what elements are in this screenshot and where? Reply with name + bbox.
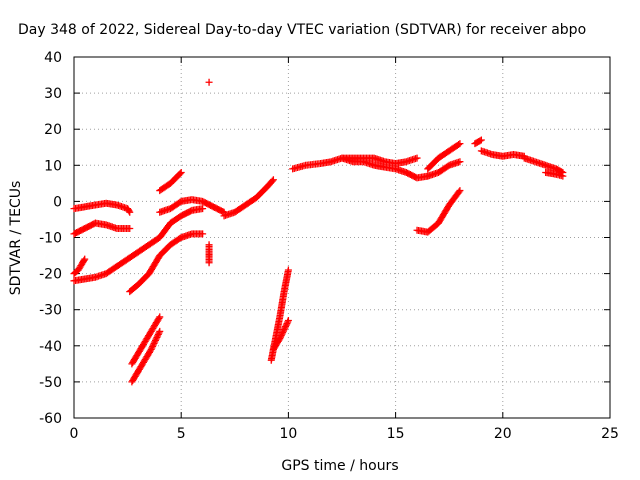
series-arc14 — [269, 317, 292, 353]
x-tick-label: 20 — [494, 426, 512, 442]
data-point — [455, 141, 463, 149]
data-point — [152, 335, 160, 343]
y-tick-label: -20 — [39, 267, 62, 283]
data-point — [153, 333, 161, 341]
data-point — [149, 341, 157, 349]
data-point — [176, 170, 184, 178]
data-point — [278, 330, 286, 338]
data-point — [156, 327, 164, 335]
x-tick-label: 0 — [70, 426, 79, 442]
series-arc8 — [156, 169, 185, 195]
data-point — [81, 255, 89, 263]
series-arc21 — [477, 147, 528, 160]
y-tick-label: -60 — [39, 411, 62, 427]
data-point — [126, 224, 134, 232]
data-point — [284, 318, 292, 326]
data-point — [149, 342, 157, 350]
series-arc11 — [205, 78, 213, 86]
series-arc2 — [70, 219, 134, 238]
x-axis-label: GPS time / hours — [281, 458, 398, 474]
data-point — [147, 345, 155, 353]
data-point — [80, 256, 88, 264]
data-point — [277, 333, 285, 341]
data-point — [559, 172, 567, 180]
y-tick-label: -10 — [39, 231, 62, 247]
data-point — [283, 320, 291, 328]
data-point — [156, 313, 164, 321]
y-tick-label: 40 — [44, 50, 62, 66]
series-arc20 — [471, 136, 485, 148]
data-point — [219, 208, 227, 216]
data-point — [126, 208, 134, 216]
data-point — [284, 317, 292, 325]
data-point — [154, 330, 162, 338]
data-point — [125, 207, 133, 215]
y-tick-label: 10 — [44, 158, 62, 174]
series-arc1 — [70, 199, 134, 216]
data-point — [280, 326, 288, 334]
series-arc7 — [128, 327, 164, 386]
data-point — [154, 332, 162, 340]
data-point — [205, 259, 213, 267]
data-point — [455, 188, 463, 196]
chart-title: Day 348 of 2022, Sidereal Day-to-day VTE… — [18, 22, 586, 38]
data-point — [284, 266, 292, 274]
series-arc3 — [70, 255, 89, 278]
data-point — [269, 176, 277, 184]
series-arc6 — [128, 313, 164, 368]
data-point — [155, 329, 163, 337]
data-point — [279, 327, 287, 335]
data-point — [199, 230, 207, 238]
y-tick-label: -40 — [39, 339, 62, 355]
series-arc5 — [126, 230, 207, 296]
data-point — [151, 336, 159, 344]
axis-ticks: 0 5 10 15 20 25 -60 -50 -40 -30 -20 -10 0 10 20 30 40 — [39, 50, 619, 442]
data-point — [148, 344, 156, 352]
data-point — [279, 329, 287, 337]
data-point — [205, 78, 213, 86]
data-point — [155, 314, 163, 322]
data-point — [276, 335, 284, 343]
y-tick-label: 30 — [44, 86, 62, 102]
series-arc9 — [156, 196, 228, 216]
y-tick-label: 20 — [44, 122, 62, 138]
data-point — [477, 136, 485, 144]
data-point — [282, 321, 290, 329]
data-point — [199, 205, 207, 213]
series-arc23 — [542, 169, 567, 180]
data-point — [277, 332, 285, 340]
series-arc19 — [424, 158, 464, 180]
data-point — [413, 154, 421, 162]
series-arc10 — [205, 241, 213, 267]
data-point — [456, 158, 464, 166]
data-point — [268, 177, 276, 185]
data-point — [150, 339, 158, 347]
series-arc17 — [413, 187, 464, 236]
y-tick-label: -30 — [39, 303, 62, 319]
data-points — [70, 78, 567, 386]
series-arc12 — [220, 176, 277, 220]
y-tick-label: 0 — [53, 194, 62, 210]
data-point — [456, 140, 464, 148]
data-point — [281, 324, 289, 332]
grid — [74, 57, 610, 418]
y-tick-label: -50 — [39, 375, 62, 391]
series-arc16 — [338, 154, 432, 182]
data-point — [151, 338, 159, 346]
x-tick-label: 25 — [601, 426, 619, 442]
x-tick-label: 15 — [387, 426, 405, 442]
data-point — [282, 323, 290, 331]
data-point — [476, 137, 484, 145]
series-arc18 — [424, 140, 464, 173]
x-tick-label: 10 — [279, 426, 297, 442]
series-arc4 — [70, 205, 207, 285]
data-point — [456, 187, 464, 195]
x-tick-label: 5 — [177, 426, 186, 442]
data-point — [177, 169, 185, 177]
y-axis-label: SDTVAR / TECUs — [8, 181, 24, 296]
